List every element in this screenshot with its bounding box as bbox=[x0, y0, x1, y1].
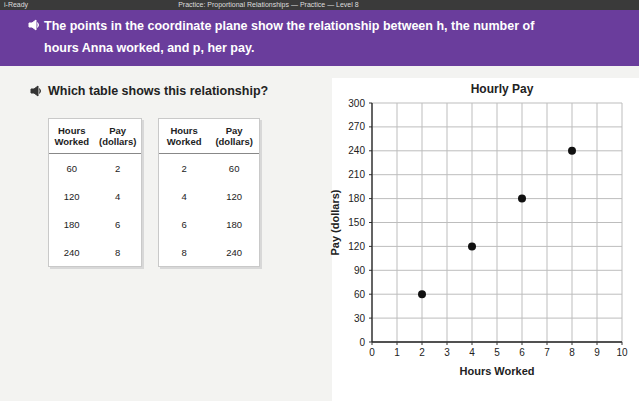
cell: 120 bbox=[209, 182, 259, 210]
grid-line bbox=[372, 342, 622, 343]
x-tick-label: 1 bbox=[394, 347, 400, 358]
cell: 2 bbox=[94, 154, 141, 183]
x-tick-label: 5 bbox=[494, 347, 500, 358]
cell: 4 bbox=[94, 182, 141, 210]
header-row: Hours WorkedPay (dollars) bbox=[159, 119, 259, 154]
row: 1204 bbox=[49, 182, 141, 210]
y-tick-label: 30 bbox=[354, 313, 366, 324]
row: 8240 bbox=[159, 238, 259, 266]
answer-table[interactable]: Hours WorkedPay (dollars)260412061808240 bbox=[158, 118, 260, 267]
cell: 2 bbox=[159, 154, 209, 183]
point bbox=[568, 147, 576, 155]
cell: 6 bbox=[159, 210, 209, 238]
grid-line bbox=[372, 103, 373, 342]
y-tick-label: 210 bbox=[348, 169, 365, 180]
table: Hours WorkedPay (dollars)602120418062408 bbox=[49, 119, 141, 266]
points bbox=[418, 147, 576, 298]
chart-title: Hourly Pay bbox=[471, 82, 534, 96]
column-header: Pay (dollars) bbox=[94, 119, 141, 154]
brand: i-Ready bbox=[4, 1, 28, 8]
y-tick-label: 240 bbox=[348, 145, 365, 156]
row: 2408 bbox=[49, 238, 141, 266]
question-text: Which table shows this relationship? bbox=[48, 84, 268, 98]
x-tick-label: 9 bbox=[594, 347, 600, 358]
cell: 8 bbox=[159, 238, 209, 266]
table: Hours WorkedPay (dollars)260412061808240 bbox=[159, 119, 259, 266]
x-tick-label: 3 bbox=[444, 347, 450, 358]
x-tick-label: 7 bbox=[544, 347, 550, 358]
x-tick-label: 6 bbox=[519, 347, 525, 358]
y-tick-label: 60 bbox=[354, 289, 366, 300]
column-header: Hours Worked bbox=[49, 119, 94, 154]
grid-line bbox=[372, 270, 622, 271]
x-tick-label: 10 bbox=[616, 347, 628, 358]
prompt-banner bbox=[0, 10, 639, 66]
cell: 8 bbox=[94, 238, 141, 266]
x-axis-label: Hours Worked bbox=[460, 365, 535, 377]
y-axis-label: Pay (dollars) bbox=[329, 189, 341, 255]
grid-line bbox=[372, 246, 622, 247]
y-axis bbox=[371, 103, 372, 342]
cell: 180 bbox=[49, 210, 94, 238]
y-tick-label: 180 bbox=[348, 193, 365, 204]
prompt-text: The points in the coordinate plane show … bbox=[44, 15, 564, 59]
cell: 180 bbox=[209, 210, 259, 238]
speaker-glyph bbox=[31, 86, 41, 96]
top-bar: i-Ready Practice: Proportional Relationsh… bbox=[0, 0, 639, 10]
cell: 120 bbox=[49, 182, 94, 210]
row: 4120 bbox=[159, 182, 259, 210]
speaker-glyph bbox=[29, 20, 39, 30]
grid-line bbox=[372, 294, 622, 295]
page-title: Practice: Proportional Relationships — P… bbox=[178, 1, 359, 8]
speaker-icon[interactable] bbox=[28, 19, 40, 31]
x-tick-label: 0 bbox=[369, 347, 375, 358]
speaker-icon[interactable] bbox=[30, 85, 42, 97]
column-header: Hours Worked bbox=[159, 119, 209, 154]
x-axis bbox=[372, 341, 622, 342]
y-tick-label: 90 bbox=[354, 265, 366, 276]
row: 1806 bbox=[49, 210, 141, 238]
grid-line bbox=[372, 318, 622, 319]
grid-line bbox=[372, 222, 622, 223]
grid-line bbox=[372, 150, 622, 151]
chart: 0 1 2 3 4 5 6 7 8 9 10 0 30 60 90 120 150 180 210 240 270 300… bbox=[0, 0, 639, 401]
grid-line bbox=[372, 103, 622, 104]
grid-line bbox=[372, 126, 622, 127]
point bbox=[518, 195, 526, 203]
header-row: Hours WorkedPay (dollars) bbox=[49, 119, 141, 154]
y-tick-label: 270 bbox=[348, 121, 365, 132]
cell: 240 bbox=[209, 238, 259, 266]
y-tick-label: 120 bbox=[348, 241, 365, 252]
column-header: Pay (dollars) bbox=[209, 119, 259, 154]
x-tick-label: 2 bbox=[419, 347, 425, 358]
row: 260 bbox=[159, 154, 259, 183]
point bbox=[418, 290, 426, 298]
cell: 240 bbox=[49, 238, 94, 266]
answer-table[interactable]: Hours WorkedPay (dollars)602120418062408 bbox=[48, 118, 142, 267]
row: 602 bbox=[49, 154, 141, 183]
y-tick-label: 300 bbox=[348, 98, 365, 109]
cell: 60 bbox=[49, 154, 94, 183]
y-tick-label: 0 bbox=[359, 337, 365, 348]
y-tick-label: 150 bbox=[348, 217, 365, 228]
grid-line bbox=[372, 174, 622, 175]
chart-background bbox=[332, 78, 639, 401]
row: 6180 bbox=[159, 210, 259, 238]
cell: 60 bbox=[209, 154, 259, 183]
x-tick-label: 4 bbox=[469, 347, 475, 358]
grid-line bbox=[372, 198, 622, 199]
point bbox=[468, 242, 476, 250]
x-tick-label: 8 bbox=[569, 347, 575, 358]
cell: 6 bbox=[94, 210, 141, 238]
cell: 4 bbox=[159, 182, 209, 210]
